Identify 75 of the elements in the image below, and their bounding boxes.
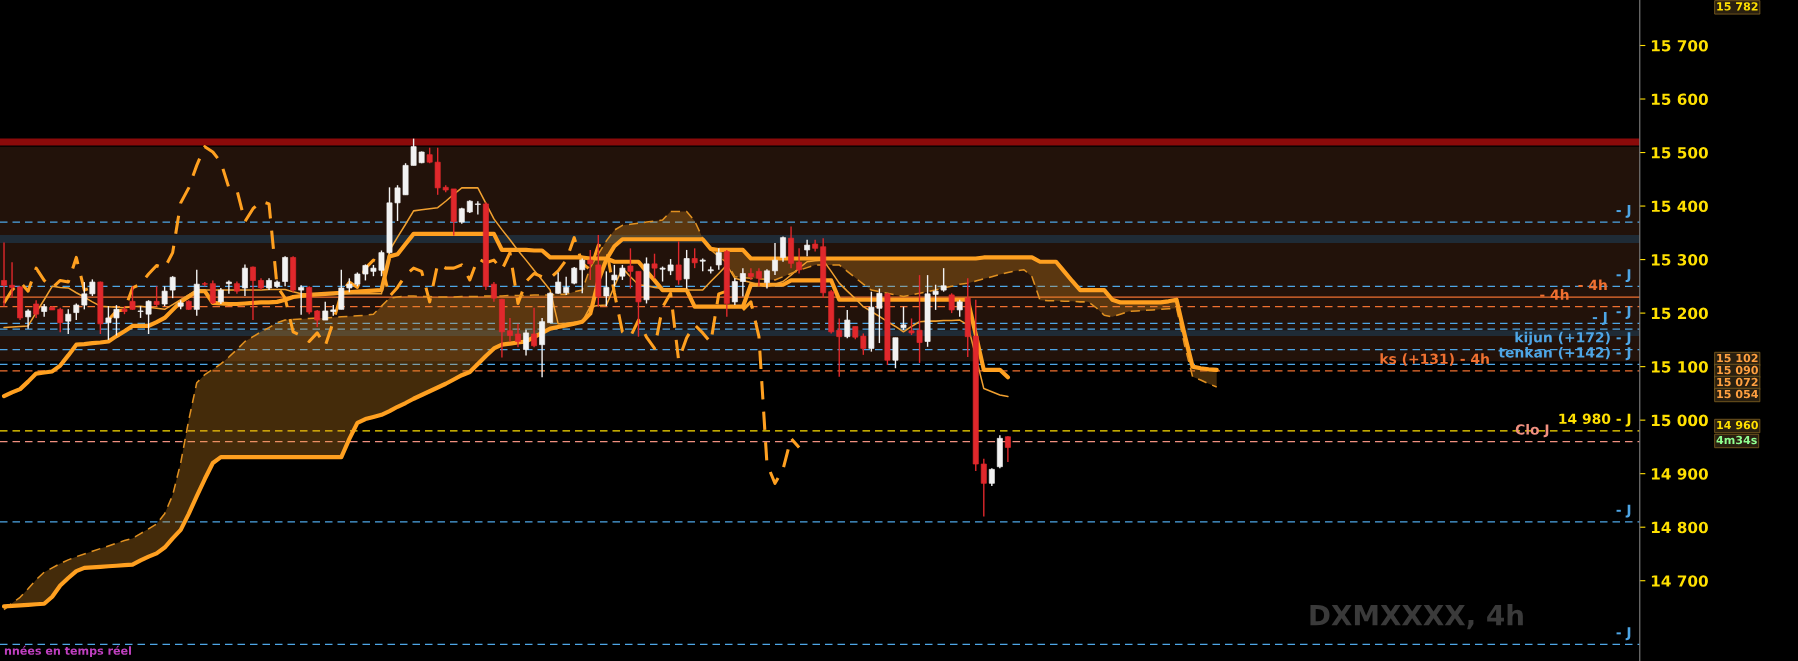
candlestick	[225, 279, 232, 295]
candlestick	[490, 281, 497, 303]
candlestick	[9, 261, 15, 299]
ref-line-label: 14 980 - J	[1559, 413, 1631, 427]
ref-line-label: kijun (+172) - J	[1515, 331, 1631, 346]
ref-line-label: - J	[1616, 504, 1631, 518]
ref-line-label: Clo J	[1515, 423, 1549, 438]
y-tick-label: 14 700	[1651, 575, 1708, 587]
ref-line-label: - J	[1616, 627, 1631, 641]
candlestick	[731, 277, 738, 306]
text: 15 090	[1717, 365, 1758, 375]
candlestick	[57, 307, 64, 334]
candlestick	[948, 292, 955, 314]
ref-line-label: - J	[1616, 269, 1631, 283]
text: 15 054	[1717, 389, 1759, 399]
candlestick	[940, 267, 947, 293]
y-tick-label: 15 400	[1651, 200, 1708, 213]
candlestick	[322, 301, 329, 321]
candlestick	[844, 309, 851, 339]
candlestick	[900, 305, 907, 331]
candlestick	[563, 276, 570, 296]
text: DXMXXXX, 4h	[1310, 604, 1523, 630]
y-tick-label: 15 300	[1651, 254, 1708, 266]
y-tick-label: 15 200	[1651, 307, 1708, 320]
candlestick	[796, 247, 803, 275]
annotation: nnées en temps réel	[4, 645, 131, 657]
y-tick-label: 15 500	[1651, 147, 1708, 159]
candlestick	[65, 308, 72, 335]
candlestick	[515, 323, 521, 349]
candlestick	[892, 337, 899, 369]
candlestick	[980, 457, 987, 518]
candlestick	[169, 275, 176, 299]
candlestick	[780, 235, 786, 263]
candlestick	[579, 257, 586, 294]
candlestick	[715, 247, 722, 271]
y-tick-label: 15 700	[1651, 39, 1708, 52]
ref-line-label: - J	[1616, 204, 1631, 218]
candlestick	[772, 242, 778, 276]
ref-line-label: - J	[1616, 306, 1631, 319]
candlestick	[250, 265, 256, 321]
candlestick	[298, 284, 305, 316]
candlestick	[474, 200, 481, 216]
ref-line-label: ks (+131) - 4h	[1380, 353, 1489, 366]
y-tick-label: 14 800	[1651, 521, 1708, 534]
candlestick	[651, 253, 658, 280]
candlestick	[539, 317, 546, 379]
candlestick	[683, 249, 690, 290]
candlestick	[836, 317, 843, 378]
text: 14 960	[1717, 420, 1758, 430]
y-tick-label: 15 600	[1651, 93, 1708, 106]
candlestick	[153, 285, 160, 307]
candlestick	[691, 247, 698, 269]
candlestick	[747, 267, 754, 281]
line-series	[3, 187, 1009, 398]
y-tick-label: 15 100	[1651, 361, 1708, 373]
candlestick	[25, 308, 32, 330]
candlestick	[1004, 435, 1011, 463]
candlestick	[603, 270, 610, 307]
candlestick	[1, 241, 7, 307]
candlestick	[242, 263, 248, 297]
candlestick	[531, 307, 537, 349]
candlestick	[756, 267, 762, 288]
candlestick	[675, 240, 682, 286]
candlestick	[739, 267, 746, 298]
y-tick-label: 14 900	[1651, 468, 1708, 480]
text: 15 102	[1717, 353, 1758, 363]
candlestick	[555, 271, 562, 295]
candlestick	[764, 268, 770, 290]
candlestick	[523, 329, 529, 357]
text: 4m34s	[1716, 435, 1757, 445]
candlestick	[161, 285, 168, 307]
text: 15 072	[1717, 377, 1758, 387]
y-tick-label: 15 000	[1651, 414, 1708, 427]
candlestick	[507, 317, 513, 343]
text: 15 782	[1717, 2, 1758, 11]
